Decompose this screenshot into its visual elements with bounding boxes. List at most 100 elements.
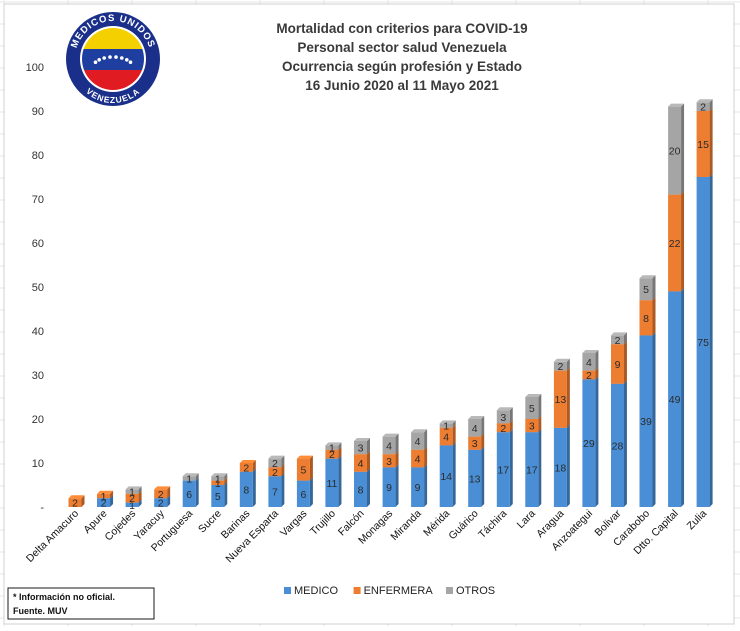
bar-segment-side (709, 174, 713, 507)
bar-segment-side (138, 486, 142, 494)
star-arc-icon (93, 55, 133, 64)
data-label: 1 (215, 473, 221, 485)
data-label: 1 (215, 478, 221, 490)
bar-segment-side (367, 438, 370, 455)
data-label: 3 (500, 412, 506, 424)
bar-segment-top (696, 99, 713, 103)
data-label: 49 (669, 394, 681, 406)
bar-segment-side (595, 367, 599, 380)
data-label: 2 (158, 498, 164, 510)
bar-segment (496, 410, 510, 424)
data-label: 4 (415, 436, 421, 448)
data-label: 17 (526, 465, 538, 477)
bar-segment (97, 493, 110, 499)
bar-segment (696, 111, 710, 177)
bar-segment-side (224, 477, 228, 485)
data-label: 4 (415, 454, 421, 466)
bar-segment-side (110, 490, 114, 499)
bar-segment-side (224, 482, 228, 507)
data-label: 2 (329, 449, 335, 461)
bar-segment (696, 177, 710, 507)
data-label: 22 (669, 238, 681, 250)
data-label: 14 (440, 471, 452, 483)
y-tick-label: 10 (32, 458, 44, 470)
bar-segment (211, 476, 225, 481)
bar-segment (411, 449, 425, 468)
bar-segment (468, 419, 482, 437)
data-label: 1 (329, 443, 335, 455)
bar-segment (125, 502, 139, 507)
legend-swatch (446, 587, 453, 594)
bar-segment-top (182, 473, 199, 477)
chart-title-line: Personal sector salud Venezuela (297, 40, 507, 55)
bar-segment (354, 441, 367, 455)
bar-segment-top (468, 416, 485, 419)
footnote-source: Fuente. MUV (13, 606, 68, 616)
bar-segment-top (325, 442, 342, 446)
bar-segment-side (367, 451, 370, 472)
data-label: 2 (272, 458, 278, 470)
bar-segment-side (481, 446, 485, 507)
legend-label: OTROS (456, 585, 495, 597)
bar-segment-top (154, 486, 171, 490)
bar-segment-side (452, 420, 456, 428)
bar-segment-side (338, 442, 342, 450)
bar-segment-side (566, 424, 570, 507)
bar-segment-side (623, 332, 627, 345)
y-tick-label: 60 (32, 238, 44, 250)
y-tick-label: 40 (32, 326, 44, 338)
bar-segment (582, 353, 596, 371)
data-label: 8 (643, 313, 649, 325)
bar-segment (239, 463, 253, 472)
bar-segment-top (610, 332, 627, 336)
bar-segment (696, 102, 710, 111)
bar-segment-top (97, 490, 114, 494)
data-label: 20 (669, 146, 681, 158)
bar-segment-side (509, 429, 513, 507)
legend: MEDICO ENFERMERA OTROS (284, 585, 495, 597)
bar-segment (97, 498, 110, 507)
bar-segment (325, 445, 339, 450)
data-label: 5 (529, 403, 535, 415)
bar-segment-side (481, 433, 485, 450)
bar-segment (639, 278, 653, 301)
bar-segment (154, 489, 168, 499)
bar-segment (382, 454, 396, 468)
data-label: 2 (243, 462, 249, 474)
bar-segment (296, 480, 310, 507)
bar-segment-side (424, 446, 428, 468)
bar-segment (639, 300, 653, 336)
bar-segment-side (281, 464, 285, 477)
data-label: 5 (300, 465, 306, 477)
bar-segment-side (566, 358, 570, 371)
bar-segment (411, 432, 425, 450)
y-axis: - 10 20 30 40 50 60 70 80 90 100 (26, 62, 45, 514)
data-label: 9 (615, 359, 621, 371)
bar-segment-top (639, 275, 656, 279)
bar-segment-side (309, 455, 313, 481)
data-label: 2 (158, 489, 164, 501)
legend-swatch (353, 587, 361, 594)
bar-segment (325, 458, 339, 507)
data-label: 6 (186, 489, 192, 501)
bar-segment (668, 194, 682, 292)
data-label: 5 (643, 284, 649, 296)
bar-segment (439, 423, 453, 428)
bar-segment (668, 106, 682, 195)
star-icon (108, 55, 112, 59)
bar-segment-side (509, 420, 513, 433)
bar-segment (525, 419, 539, 433)
bar-segment-side (395, 464, 399, 507)
data-label: 1 (101, 491, 107, 503)
bar-segment (439, 445, 453, 507)
bar-segment-side (367, 468, 370, 507)
star-icon (114, 55, 118, 59)
data-label: 4 (443, 432, 449, 444)
bar-segment-side (395, 433, 399, 455)
bar-segment-side (424, 429, 428, 450)
data-label: 2 (557, 361, 563, 373)
data-label: 8 (358, 484, 364, 496)
